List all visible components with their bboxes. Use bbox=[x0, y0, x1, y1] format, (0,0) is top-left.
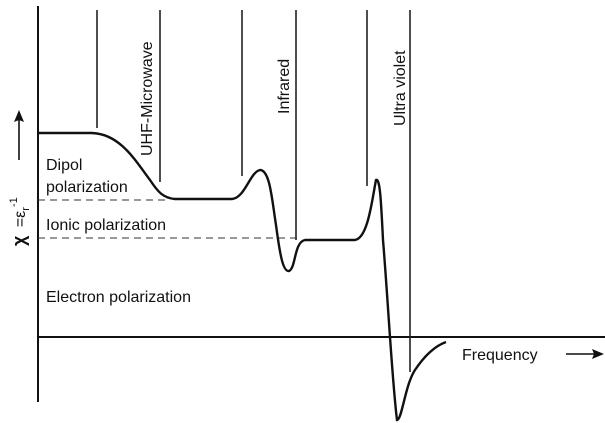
y-label-sup: -1 bbox=[8, 197, 20, 207]
y-label: χ =εr-1 bbox=[8, 197, 32, 246]
region-label: Ultra violet bbox=[392, 50, 409, 126]
mechanism-label: Dipol bbox=[46, 157, 82, 174]
dispersion-curve bbox=[38, 131, 447, 422]
y-label-sub: r bbox=[20, 207, 32, 211]
x-arrowhead bbox=[592, 349, 604, 359]
y-label-symbol: χ bbox=[9, 235, 29, 246]
mechanism-label: Ionic polarization bbox=[46, 217, 166, 234]
x-label: Frequency bbox=[462, 347, 538, 364]
region-label: UHF-Microwave bbox=[139, 41, 156, 156]
y-label-eq: =ε bbox=[12, 211, 29, 227]
y-arrowhead bbox=[14, 110, 24, 122]
region-label: Infrared bbox=[276, 59, 293, 114]
mechanism-label: polarization bbox=[46, 179, 128, 196]
mechanism-label: Electron polarization bbox=[46, 289, 191, 306]
